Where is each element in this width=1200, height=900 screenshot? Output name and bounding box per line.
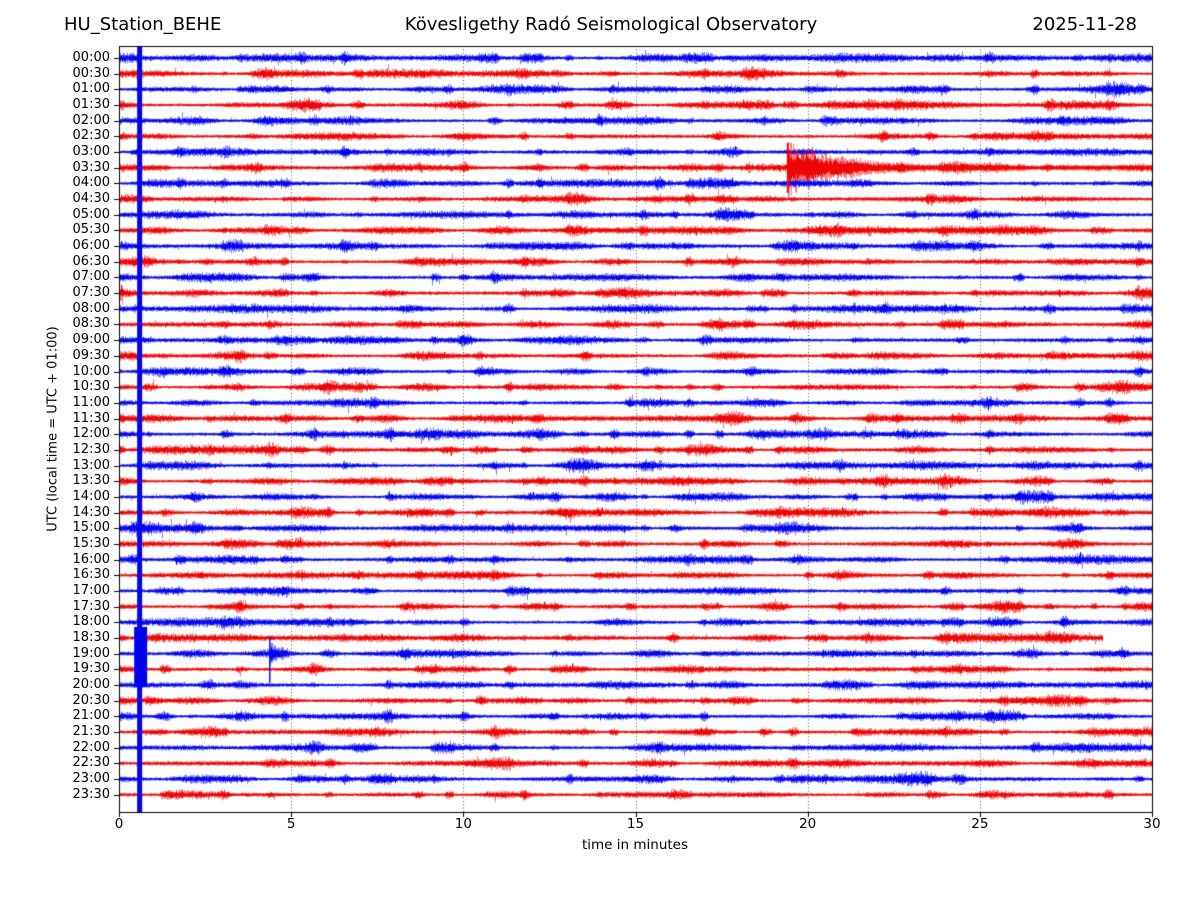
y-tick-label: 11:30 [72,410,110,426]
y-tick-label: 01:00 [72,81,110,97]
y-tick-label: 07:30 [72,285,110,301]
y-tick-label: 02:30 [72,128,110,144]
y-tick-label: 22:00 [72,739,110,755]
y-tick-label: 10:30 [72,379,110,395]
y-tick-label: 11:00 [72,394,110,410]
y-tick-label: 15:30 [72,535,110,551]
y-tick-label: 09:30 [72,347,110,363]
y-tick-label: 16:30 [72,567,110,583]
y-tick-label: 18:30 [72,629,110,645]
y-tick-label: 08:00 [72,300,110,316]
y-tick-label: 00:30 [72,65,110,81]
station-title: HU_Station_BEHE [64,14,222,35]
y-tick-label: 06:30 [72,253,110,269]
x-tick-label: 25 [971,816,989,832]
y-tick-label: 13:00 [72,457,110,473]
y-axis-label: UTC (local time = UTC + 01:00) [45,326,61,532]
y-tick-label: 13:30 [72,473,110,489]
y-tick-label: 23:00 [72,771,110,787]
y-tick-label: 23:30 [72,786,110,802]
y-tick-label: 09:00 [72,332,110,348]
y-tick-label: 19:00 [72,645,110,661]
y-tick-label: 05:00 [72,206,110,222]
y-tick-label: 21:00 [72,708,110,724]
observatory-title: Kövesligethy Radó Seismological Observat… [404,14,818,35]
y-tick-label: 03:00 [72,144,110,160]
y-tick-label: 08:30 [72,316,110,332]
y-tick-label: 17:00 [72,582,110,598]
x-axis-label: time in minutes [581,837,689,853]
x-tick-label: 0 [114,816,124,832]
y-tick-label: 02:00 [72,112,110,128]
y-tick-label: 22:30 [72,755,110,771]
y-tick-label: 17:30 [72,598,110,614]
y-tick-label: 04:30 [72,191,110,207]
y-tick-label: 14:00 [72,488,110,504]
y-tick-label: 20:30 [72,692,110,708]
y-tick-label: 15:00 [72,520,110,536]
x-tick-label: 5 [286,816,296,832]
y-tick-label: 12:00 [72,426,110,442]
y-tick-label: 04:00 [72,175,110,191]
y-tick-label: 10:00 [72,363,110,379]
y-tick-label: 07:00 [72,269,110,285]
y-tick-label: 18:00 [72,614,110,630]
y-tick-label: 12:30 [72,441,110,457]
x-tick-label: 20 [799,816,817,832]
y-tick-label: 06:00 [72,238,110,254]
y-tick-label: 03:30 [72,159,110,175]
y-tick-label: 00:00 [72,50,110,65]
y-tick-label: 21:30 [72,724,110,740]
y-tick-label: 16:00 [72,551,110,567]
y-tick-label: 01:30 [72,97,110,113]
x-tick-label: 30 [1143,816,1161,832]
x-tick-label: 15 [626,816,645,832]
y-tick-label: 20:00 [72,677,110,692]
date-label: 2025-11-28 [1032,14,1137,35]
y-tick-label: 19:30 [72,661,110,677]
y-tick-label: 05:30 [72,222,110,238]
y-tick-label: 14:30 [72,504,110,520]
x-tick-label: 10 [454,816,472,832]
